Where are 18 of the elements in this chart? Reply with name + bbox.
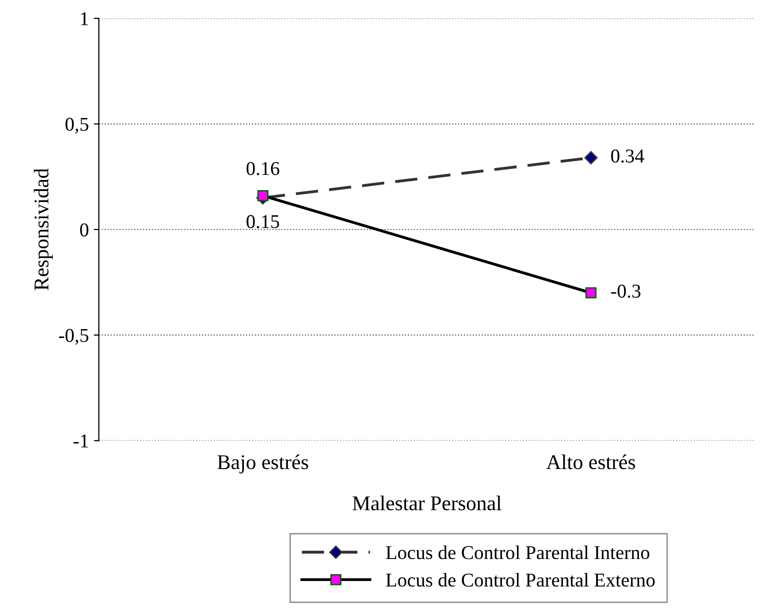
y-tick-label: -1 — [74, 434, 88, 448]
y-tick-label: 0,5 — [66, 118, 88, 134]
y-axis-title: Responsividad — [34, 168, 53, 290]
y-tick-label: -0,5 — [59, 328, 88, 345]
y-tick-label: 1 — [81, 12, 88, 26]
point — [585, 287, 597, 298]
x-tick-label: Alto estrés — [546, 454, 636, 470]
x-tick-label: Bajo estrés — [217, 454, 308, 474]
legend-label: Locus de Control Parental Externo — [386, 572, 655, 587]
data-label: 0.15 — [246, 215, 280, 228]
point — [257, 190, 268, 202]
point — [584, 151, 598, 164]
x-axis-title: Malestar Personal — [352, 496, 502, 510]
data-label: 0.34 — [611, 149, 644, 163]
data-label: 0.16 — [246, 162, 280, 176]
legend-label: Locus de Control Parental Interno — [386, 546, 650, 560]
y-tick-label: 0 — [80, 223, 88, 236]
data-label: -0.3 — [611, 284, 640, 298]
